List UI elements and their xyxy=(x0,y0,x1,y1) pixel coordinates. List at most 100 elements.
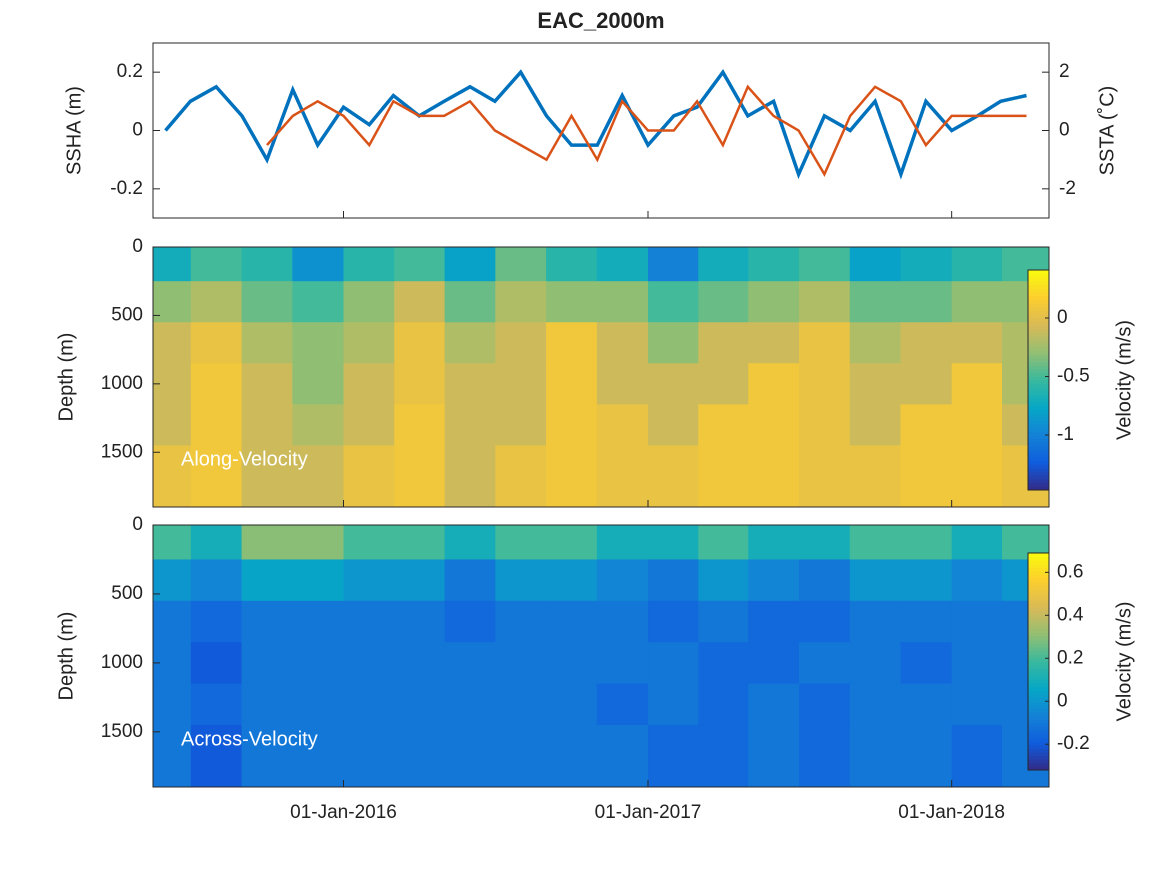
heat-cell xyxy=(292,642,345,685)
colorbar-step xyxy=(1028,442,1049,447)
heat-cell xyxy=(241,445,293,508)
heat-cell xyxy=(698,322,749,364)
colorbar-step xyxy=(1028,628,1049,634)
colorbar-step xyxy=(1028,409,1049,414)
heat-cell xyxy=(698,600,749,643)
colorbar-step xyxy=(1028,321,1049,326)
colorbar-step xyxy=(1028,398,1049,403)
y-tick-label: 500 xyxy=(111,583,143,604)
heat-cell xyxy=(546,724,598,788)
heatmap xyxy=(153,525,1050,788)
heat-cell xyxy=(241,404,293,446)
heat-cell xyxy=(849,525,901,560)
colorbar-step xyxy=(1028,413,1049,418)
heat-cell xyxy=(444,642,496,685)
heat-cell xyxy=(748,281,800,323)
heat-cell xyxy=(495,559,547,602)
heat-cell xyxy=(241,600,293,643)
heat-cell xyxy=(292,404,345,446)
heat-cell xyxy=(444,600,496,643)
y-tick-label: 0 xyxy=(132,236,143,257)
heat-cell xyxy=(799,724,851,788)
colorbar-step xyxy=(1028,446,1049,451)
colorbar-step xyxy=(1028,273,1049,278)
colorbar-step xyxy=(1028,427,1049,432)
y-tick-label: 1000 xyxy=(101,652,143,673)
heat-cell xyxy=(292,247,345,282)
colorbar-step xyxy=(1028,438,1049,443)
heat-cell xyxy=(394,559,446,602)
colorbar-step xyxy=(1028,744,1049,749)
heat-cell xyxy=(495,322,547,364)
colorbar-step xyxy=(1028,589,1049,594)
colorbar-step xyxy=(1028,722,1049,728)
heat-cell xyxy=(546,363,598,405)
colorbar-step xyxy=(1028,672,1049,677)
heat-cell xyxy=(190,525,243,560)
colorbar-step xyxy=(1028,553,1049,558)
heat-cell xyxy=(394,683,446,726)
colorbar-step xyxy=(1028,453,1049,458)
heat-cell xyxy=(799,600,851,643)
colorbar-step xyxy=(1028,354,1049,359)
heat-cell xyxy=(648,683,699,726)
heat-cell xyxy=(799,363,851,405)
heat-cell xyxy=(900,642,953,685)
colorbar-step xyxy=(1028,726,1049,731)
colorbar-step xyxy=(1028,675,1049,681)
colorbar-tick-label: 0 xyxy=(1057,307,1068,328)
colorbar-tick-label: -0.2 xyxy=(1057,733,1090,754)
heat-cell xyxy=(153,600,192,643)
heat-cell xyxy=(748,559,800,602)
heat-cell xyxy=(799,683,851,726)
y-tick-label: 500 xyxy=(111,304,143,325)
colorbar-step xyxy=(1028,365,1049,370)
colorbar-step xyxy=(1028,361,1049,366)
heat-cell xyxy=(292,559,345,602)
y2-tick-label: 2 xyxy=(1059,61,1070,82)
heat-cell xyxy=(190,683,243,726)
colorbar-step xyxy=(1028,755,1049,760)
heat-cell xyxy=(444,683,496,726)
heat-cell xyxy=(849,445,901,508)
heat-cell xyxy=(748,724,800,788)
colorbar-step xyxy=(1028,679,1049,684)
heat-cell xyxy=(153,404,192,446)
colorbar-step xyxy=(1028,358,1049,363)
colorbar-step xyxy=(1028,292,1049,297)
colorbar-step xyxy=(1028,592,1049,597)
heat-cell xyxy=(849,404,901,446)
x-tick-label: 01-Jan-2016 xyxy=(290,802,397,823)
heat-cell xyxy=(343,600,395,643)
y-tick-label: 0.2 xyxy=(117,61,143,82)
heat-cell xyxy=(343,281,395,323)
colorbar-step xyxy=(1028,482,1049,487)
colorbar-step xyxy=(1028,464,1049,469)
colorbar-step xyxy=(1028,387,1049,392)
heat-cell xyxy=(951,724,1003,788)
panel-annotation: Along-Velocity xyxy=(181,448,308,470)
heat-cell xyxy=(444,525,496,560)
heat-cell xyxy=(444,281,496,323)
heat-cell xyxy=(596,559,649,602)
heat-cell xyxy=(799,642,851,685)
y2-tick-label: -2 xyxy=(1059,178,1076,199)
colorbar-step xyxy=(1028,741,1049,746)
heat-cell xyxy=(648,363,699,405)
heat-cell xyxy=(900,724,953,788)
heat-cell xyxy=(951,600,1003,643)
heat-cell xyxy=(748,322,800,364)
colorbar-tick-label: -1 xyxy=(1057,424,1074,445)
heat-cell xyxy=(951,322,1003,364)
heat-cell xyxy=(799,404,851,446)
heat-cell xyxy=(394,281,446,323)
colorbar-step xyxy=(1028,270,1049,275)
heat-cell xyxy=(343,559,395,602)
heat-cell xyxy=(495,683,547,726)
heat-cell xyxy=(698,247,749,282)
heat-cell xyxy=(748,445,800,508)
y-tick-label: 1500 xyxy=(101,721,143,742)
heat-cell xyxy=(241,559,293,602)
colorbar-step xyxy=(1028,332,1049,337)
heat-cell xyxy=(153,247,192,282)
